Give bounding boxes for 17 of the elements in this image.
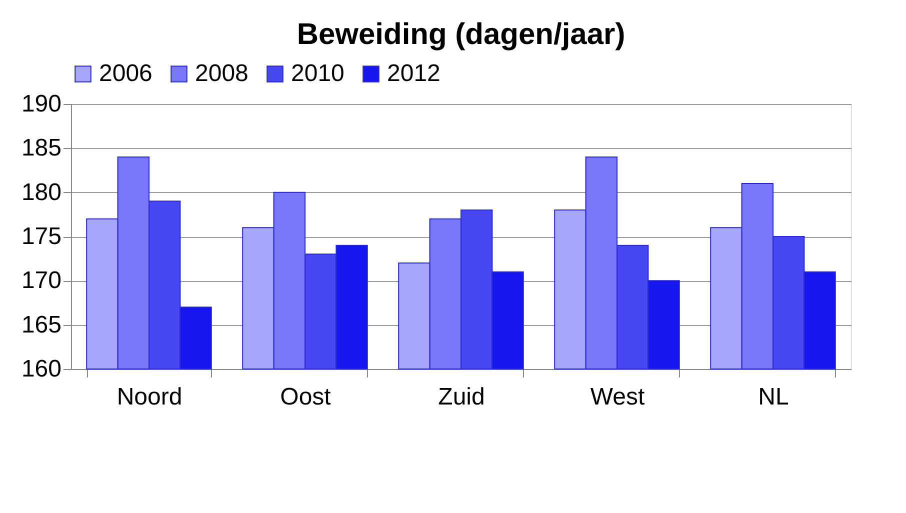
y-tick-label: 180	[21, 178, 62, 206]
x-tick-label: West	[590, 384, 645, 410]
legend-label: 2008	[195, 60, 248, 87]
y-tick-label: 185	[21, 134, 62, 162]
y-tick-label: 175	[21, 223, 62, 250]
y-tick-label: 160	[21, 356, 62, 382]
chart-title: Beweiding (dagen/jaar)	[296, 18, 626, 51]
legend-label: 2012	[387, 60, 440, 87]
y-tick-label: 190	[21, 90, 62, 118]
legend-label: 2006	[99, 60, 152, 87]
y-tick-label: 170	[21, 267, 62, 294]
x-tick-label: Zuid	[438, 384, 485, 410]
x-tick-label: NL	[758, 384, 789, 410]
y-tick-label: 165	[21, 311, 62, 338]
x-tick-label: Noord	[116, 384, 182, 410]
legend-label: 2010	[291, 60, 344, 87]
x-tick-label: Oost	[280, 384, 332, 410]
